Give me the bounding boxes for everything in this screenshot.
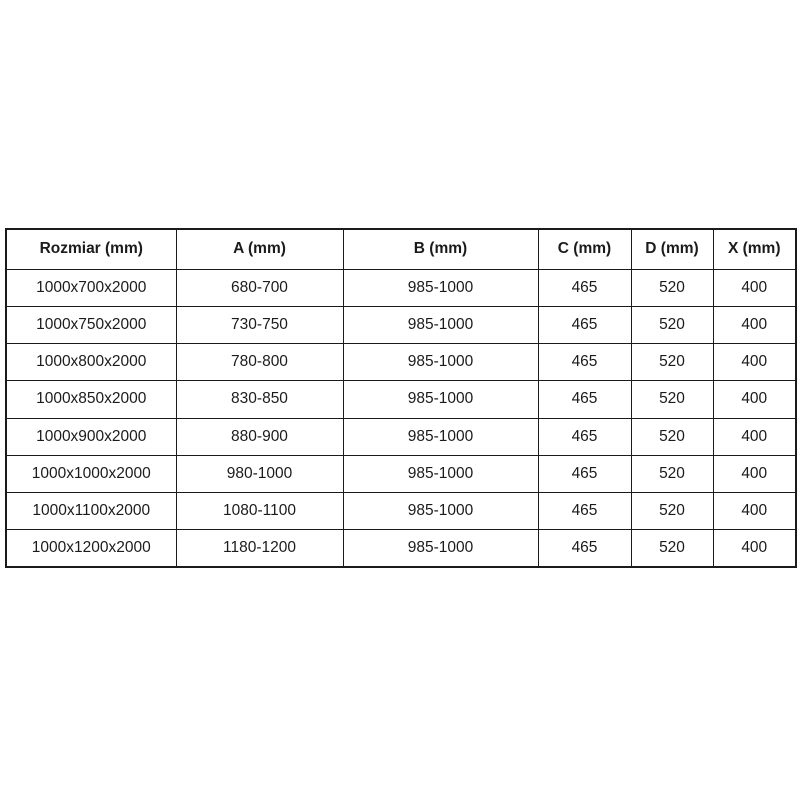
cell-b: 985-1000 bbox=[342, 268, 539, 307]
cell-b: 985-1000 bbox=[342, 305, 539, 345]
size-spec-table-container: Rozmiar (mm) A (mm) B (mm) C (mm) D (mm)… bbox=[5, 228, 797, 568]
cell-c: 465 bbox=[537, 491, 632, 531]
column-header-d: D (mm) bbox=[630, 228, 714, 270]
cell-x: 400 bbox=[712, 268, 797, 307]
table-row: 1000x850x2000 830-850 985-1000 465 520 4… bbox=[5, 380, 797, 419]
cell-x: 400 bbox=[712, 454, 797, 494]
cell-a: 730-750 bbox=[175, 305, 344, 345]
cell-d: 520 bbox=[630, 529, 714, 568]
cell-b: 985-1000 bbox=[342, 342, 539, 382]
table-row: 1000x1200x2000 1180-1200 985-1000 465 52… bbox=[5, 529, 797, 568]
cell-c: 465 bbox=[537, 454, 632, 494]
table-row: 1000x700x2000 680-700 985-1000 465 520 4… bbox=[5, 268, 797, 307]
cell-a: 680-700 bbox=[175, 268, 344, 307]
cell-c: 465 bbox=[537, 305, 632, 345]
column-header-rozmiar: Rozmiar (mm) bbox=[5, 228, 177, 270]
cell-b: 985-1000 bbox=[342, 417, 539, 456]
size-spec-table: Rozmiar (mm) A (mm) B (mm) C (mm) D (mm)… bbox=[5, 228, 797, 568]
cell-c: 465 bbox=[537, 529, 632, 568]
cell-d: 520 bbox=[630, 305, 714, 345]
cell-x: 400 bbox=[712, 305, 797, 345]
column-header-c: C (mm) bbox=[537, 228, 632, 270]
cell-rozmiar: 1000x700x2000 bbox=[5, 268, 177, 307]
cell-x: 400 bbox=[712, 491, 797, 531]
cell-a: 1180-1200 bbox=[175, 529, 344, 568]
cell-rozmiar: 1000x900x2000 bbox=[5, 417, 177, 456]
cell-rozmiar: 1000x1000x2000 bbox=[5, 454, 177, 494]
cell-a: 880-900 bbox=[175, 417, 344, 456]
cell-x: 400 bbox=[712, 529, 797, 568]
cell-d: 520 bbox=[630, 417, 714, 456]
cell-b: 985-1000 bbox=[342, 491, 539, 531]
cell-a: 980-1000 bbox=[175, 454, 344, 494]
cell-x: 400 bbox=[712, 342, 797, 382]
cell-b: 985-1000 bbox=[342, 380, 539, 419]
cell-rozmiar: 1000x1100x2000 bbox=[5, 491, 177, 531]
cell-d: 520 bbox=[630, 342, 714, 382]
cell-rozmiar: 1000x850x2000 bbox=[5, 380, 177, 419]
cell-b: 985-1000 bbox=[342, 454, 539, 494]
column-header-b: B (mm) bbox=[342, 228, 539, 270]
cell-x: 400 bbox=[712, 417, 797, 456]
table-row: 1000x1100x2000 1080-1100 985-1000 465 52… bbox=[5, 491, 797, 531]
cell-d: 520 bbox=[630, 268, 714, 307]
cell-a: 1080-1100 bbox=[175, 491, 344, 531]
cell-d: 520 bbox=[630, 380, 714, 419]
table-header-row: Rozmiar (mm) A (mm) B (mm) C (mm) D (mm)… bbox=[5, 228, 797, 270]
cell-c: 465 bbox=[537, 268, 632, 307]
cell-c: 465 bbox=[537, 380, 632, 419]
cell-rozmiar: 1000x1200x2000 bbox=[5, 529, 177, 568]
table-row: 1000x1000x2000 980-1000 985-1000 465 520… bbox=[5, 454, 797, 494]
cell-rozmiar: 1000x750x2000 bbox=[5, 305, 177, 345]
cell-x: 400 bbox=[712, 380, 797, 419]
column-header-x: X (mm) bbox=[712, 228, 797, 270]
cell-rozmiar: 1000x800x2000 bbox=[5, 342, 177, 382]
cell-d: 520 bbox=[630, 491, 714, 531]
cell-b: 985-1000 bbox=[342, 529, 539, 568]
cell-a: 830-850 bbox=[175, 380, 344, 419]
table-row: 1000x800x2000 780-800 985-1000 465 520 4… bbox=[5, 342, 797, 382]
column-header-a: A (mm) bbox=[175, 228, 344, 270]
table-row: 1000x750x2000 730-750 985-1000 465 520 4… bbox=[5, 305, 797, 345]
cell-d: 520 bbox=[630, 454, 714, 494]
cell-c: 465 bbox=[537, 417, 632, 456]
cell-c: 465 bbox=[537, 342, 632, 382]
table-row: 1000x900x2000 880-900 985-1000 465 520 4… bbox=[5, 417, 797, 456]
cell-a: 780-800 bbox=[175, 342, 344, 382]
